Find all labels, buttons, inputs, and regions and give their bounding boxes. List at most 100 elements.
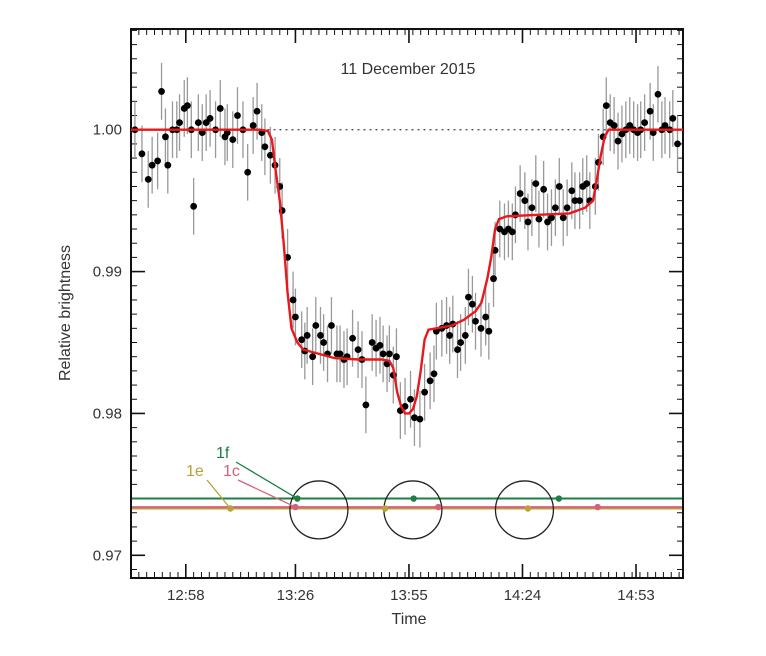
datapoint — [485, 327, 493, 335]
planet-label-leaders — [206, 461, 298, 509]
datapoint — [362, 401, 370, 409]
datapoint — [289, 296, 297, 304]
errorbar-layer — [134, 63, 679, 448]
datapoint — [669, 114, 677, 122]
datapoint — [461, 332, 469, 339]
datapoint — [183, 102, 191, 110]
transit-circle — [494, 480, 555, 540]
datapoint — [292, 313, 299, 321]
x-tick-label: 14:24 — [504, 587, 542, 604]
datapoint — [249, 122, 257, 129]
x-axis-title: Time — [392, 611, 427, 628]
leader-1f — [235, 461, 298, 500]
x-tick-label: 12:58 — [167, 587, 205, 604]
datapoint — [320, 339, 328, 346]
datapoint — [646, 107, 654, 115]
datapoint — [602, 102, 610, 110]
datapoint — [229, 136, 237, 144]
datapoint — [661, 122, 669, 129]
y-tick-label: 0.99 — [93, 264, 122, 281]
datapoint — [261, 143, 269, 151]
planet-label-1f: 1f — [216, 445, 230, 462]
chart-title: 11 December 2015 — [341, 61, 476, 78]
datapoint — [614, 137, 622, 145]
datapoint — [535, 215, 543, 223]
y-tick-label: 0.98 — [93, 405, 122, 422]
datapoint — [540, 185, 548, 193]
planet-label-1c: 1c — [223, 463, 240, 480]
datapoint — [164, 161, 172, 169]
planet-marker-1c — [435, 503, 442, 511]
datapoint — [206, 114, 214, 122]
x-tick-label: 13:55 — [390, 587, 428, 604]
planet-marker-1c — [594, 503, 601, 511]
datapoint — [555, 183, 563, 190]
datapoint — [303, 332, 311, 339]
datapoint — [336, 350, 344, 358]
x-tick-label: 13:26 — [277, 587, 315, 604]
datapoint — [190, 202, 198, 210]
plot-frame — [130, 28, 684, 579]
y-axis-title: Relative brightness — [57, 245, 74, 381]
datapoint — [194, 119, 202, 127]
datapoint — [641, 119, 649, 127]
datapoint — [528, 204, 536, 212]
leader-1c — [237, 479, 296, 508]
datapoint — [312, 322, 320, 329]
datapoint — [576, 197, 584, 205]
datapoint — [551, 204, 559, 212]
planet-marker-1e — [381, 505, 389, 512]
datapoint — [368, 339, 376, 346]
datapoint — [393, 353, 400, 361]
datapoint — [426, 377, 434, 385]
datapoint — [421, 388, 429, 396]
datapoint — [216, 105, 224, 112]
datapoint — [521, 197, 529, 205]
datapoint — [317, 332, 324, 339]
datapoint — [559, 214, 567, 222]
datapoint — [154, 157, 162, 165]
datapoint — [266, 151, 274, 159]
datapoint — [253, 107, 261, 115]
datapoint — [583, 180, 591, 188]
datapoint — [176, 119, 183, 127]
datapoint — [610, 122, 618, 129]
datapoint — [674, 140, 681, 148]
model-fit-line — [131, 128, 683, 415]
leader-1e — [206, 479, 231, 509]
datapoint — [144, 175, 152, 183]
datapoint — [457, 339, 465, 346]
datapoint — [416, 415, 424, 423]
datapoint — [158, 88, 165, 95]
datapoint — [407, 395, 414, 403]
datapoint — [472, 317, 479, 325]
datapoint — [490, 275, 497, 283]
datapoint — [349, 334, 356, 342]
planet-marker-1f — [555, 495, 563, 502]
datapoint — [148, 161, 156, 169]
datapoint — [654, 90, 662, 98]
datapoint — [244, 168, 252, 176]
datapoint — [379, 350, 387, 358]
datapoint — [430, 370, 438, 378]
datapoint — [468, 300, 476, 308]
datapoint — [571, 197, 579, 205]
planet-marker-1e — [524, 505, 532, 512]
datapoint — [563, 204, 571, 212]
datapoint — [568, 187, 576, 195]
datapoint — [516, 190, 524, 197]
datapoint — [524, 218, 532, 226]
planet-marker-1f — [410, 495, 417, 502]
datapoint — [465, 293, 472, 301]
transit-circle — [289, 480, 349, 540]
datapoint — [298, 336, 306, 344]
x-tick-label: 14:53 — [617, 587, 655, 604]
datapoint — [477, 324, 485, 332]
datapoint — [548, 214, 555, 222]
datapoint — [328, 322, 335, 329]
datapoint — [309, 353, 317, 361]
datapoint — [446, 332, 454, 339]
datapoint — [482, 313, 490, 321]
transit-circle — [383, 480, 443, 540]
